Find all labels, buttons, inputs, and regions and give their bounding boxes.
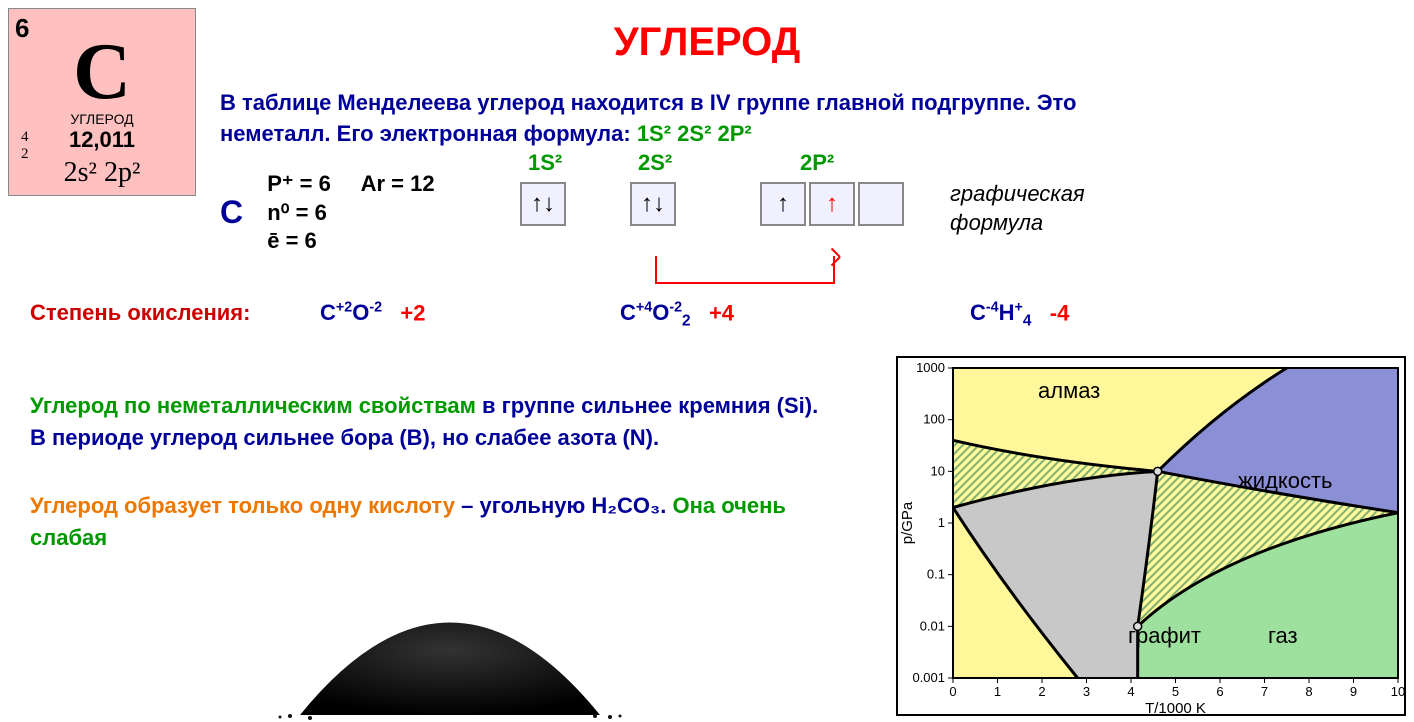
atom-params: C P⁺ = 6 Ar = 12 n⁰ = 6 ē = 6 — [220, 170, 435, 256]
params-e: ē = 6 — [267, 228, 317, 253]
phase-diagram: 0 1 2 3 4 5 6 7 8 9 10 0.001 0.01 0.1 1 10 100 1000 T/1000… — [896, 356, 1406, 716]
svg-text:1: 1 — [938, 515, 945, 530]
oxidation-label: Степень окисления: — [30, 300, 250, 325]
para1-b: в группе сильнее кремния (Si). — [482, 393, 818, 418]
svg-text:1000: 1000 — [916, 360, 945, 375]
intro-line1: В таблице Менделеева углерод находится в… — [220, 90, 1076, 115]
svg-text:6: 6 — [1216, 684, 1223, 699]
svg-text:7: 7 — [1261, 684, 1268, 699]
oxidation-item: C+2O-2 +2 — [320, 300, 425, 326]
svg-text:9: 9 — [1350, 684, 1357, 699]
svg-text:8: 8 — [1305, 684, 1312, 699]
svg-text:0.1: 0.1 — [927, 567, 945, 582]
svg-text:0.001: 0.001 — [912, 670, 945, 685]
orb-label-2s: 2S² — [638, 150, 672, 176]
orb-cell: ↑↓ — [630, 182, 676, 226]
para2-a: Углерод образует только одну кислоту — [30, 493, 461, 518]
comparison-text: Углерод по неметаллическим свойствам в г… — [30, 390, 880, 454]
svg-text:T/1000 K: T/1000 K — [1145, 700, 1206, 717]
svg-text:100: 100 — [923, 412, 945, 427]
svg-text:газ: газ — [1268, 623, 1298, 648]
acid-text: Углерод образует только одну кислоту – у… — [30, 490, 880, 554]
svg-text:0.01: 0.01 — [920, 618, 945, 633]
para2-c: Она очень — [672, 493, 785, 518]
svg-text:жидкость: жидкость — [1238, 468, 1333, 493]
orb-cell: ↑ — [809, 182, 855, 226]
carbon-pile-image — [260, 560, 640, 720]
params-n: n⁰ = 6 — [267, 200, 327, 225]
tile-config: 2s² 2p² — [9, 157, 195, 189]
orbital-caption: графическая формула — [950, 180, 1085, 237]
phase-diagram-svg: 0 1 2 3 4 5 6 7 8 9 10 0.001 0.01 0.1 1 10 100 1000 T/1000… — [898, 358, 1408, 718]
bracket-line — [655, 282, 835, 284]
svg-text:p/GPa: p/GPa — [899, 501, 916, 544]
svg-text:5: 5 — [1172, 684, 1179, 699]
intro-text: В таблице Менделеева углерод находится в… — [220, 88, 1400, 150]
orb-group-2s: ↑↓ — [630, 182, 679, 226]
svg-text:10: 10 — [1391, 684, 1405, 699]
para2-b: – угольную H₂CO₃. — [461, 493, 672, 518]
para2-d: слабая — [30, 525, 107, 550]
intro-line2a: неметалл. Его электронная формула: — [220, 121, 637, 146]
orb-label-1s: 1S² — [528, 150, 562, 176]
orb-cell — [858, 182, 904, 226]
params-ar: Ar = 12 — [361, 171, 435, 196]
para1-a: Углерод по неметаллическим свойствам — [30, 393, 482, 418]
orbital-caption-l2: формула — [950, 210, 1043, 235]
svg-text:10: 10 — [931, 463, 945, 478]
svg-text:графит: графит — [1128, 623, 1201, 648]
svg-text:1: 1 — [994, 684, 1001, 699]
svg-text:0: 0 — [949, 684, 956, 699]
svg-text:4: 4 — [1127, 684, 1134, 699]
orb-cell: ↑↓ — [520, 182, 566, 226]
params-p: P⁺ = 6 — [267, 171, 331, 196]
orb-cell: ↑ — [760, 182, 806, 226]
svg-text:3: 3 — [1083, 684, 1090, 699]
atomic-mass: 12,011 — [9, 127, 195, 153]
oxidation-row: Степень окисления: C+2O-2 +2C+4O-22 +4C-… — [30, 300, 1380, 326]
orbital-caption-l1: графическая — [950, 181, 1085, 206]
para1-c: В периоде углерод сильнее бора (B), но с… — [30, 425, 659, 450]
orb-group-2p: ↑ ↑ — [760, 182, 907, 226]
element-name: УГЛЕРОД — [9, 111, 195, 127]
bracket-line — [655, 256, 657, 282]
oxidation-item: C+4O-22 +4 — [620, 300, 734, 331]
page-title: УГЛЕРОД — [0, 20, 1414, 65]
orb-group-1s: ↑↓ — [520, 182, 569, 226]
svg-text:2: 2 — [1038, 684, 1045, 699]
params-symbol: C — [220, 192, 243, 234]
oxidation-item: C-4H+4 -4 — [970, 300, 1069, 331]
svg-text:алмаз: алмаз — [1038, 378, 1100, 403]
orb-label-2p: 2P² — [800, 150, 834, 176]
intro-config: 1S² 2S² 2P² — [637, 121, 752, 146]
